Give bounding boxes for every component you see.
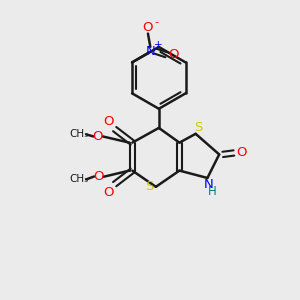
Text: O: O (93, 130, 103, 143)
Text: O: O (168, 48, 179, 61)
Text: -: - (154, 17, 158, 27)
Text: O: O (237, 146, 247, 159)
Text: +: + (154, 40, 163, 50)
Text: H: H (208, 185, 217, 198)
Text: N: N (204, 178, 214, 191)
Text: O: O (143, 22, 153, 34)
Text: O: O (103, 115, 114, 128)
Text: O: O (103, 186, 114, 199)
Text: CH₃: CH₃ (70, 174, 89, 184)
Text: CH₃: CH₃ (70, 129, 89, 140)
Text: S: S (194, 122, 203, 134)
Text: O: O (93, 170, 104, 183)
Text: N: N (146, 45, 155, 58)
Text: S: S (145, 180, 154, 193)
